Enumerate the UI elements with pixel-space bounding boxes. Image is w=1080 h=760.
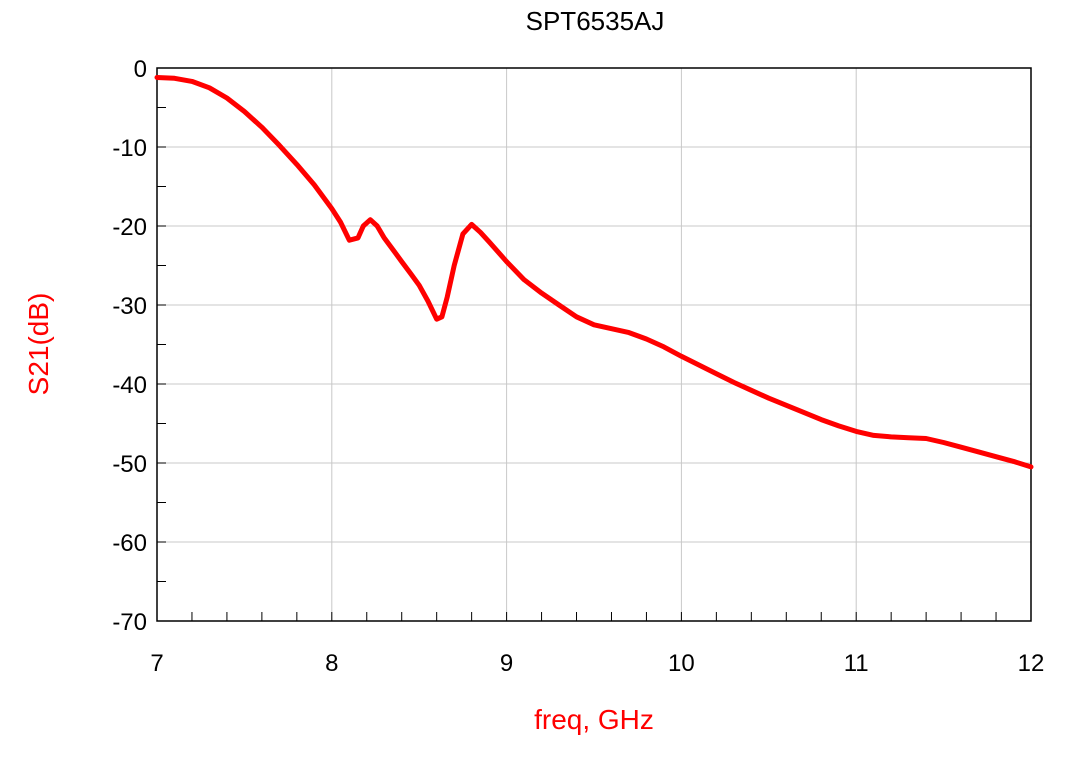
x-tick-label: 8 (325, 650, 338, 677)
x-tick-label: 11 (844, 650, 869, 677)
y-tick-label: -60 (112, 530, 147, 557)
minor-ticks (156, 67, 1032, 622)
x-tick-label: 9 (500, 650, 513, 677)
x-axis-title: freq, GHz (534, 704, 654, 735)
plot-frame (156, 67, 1032, 622)
y-tick-label: 0 (134, 56, 147, 83)
x-tick-label: 7 (150, 650, 163, 677)
y-tick-label: -50 (112, 451, 147, 478)
y-tick-label: -10 (112, 135, 147, 162)
y-axis-title: S21(dB) (23, 293, 54, 396)
y-tick-label: -40 (112, 372, 147, 399)
series-layer (154, 75, 1034, 470)
x-axis-ticks: 7 8 9 10 11 12 (150, 650, 1044, 677)
x-tick-label: 10 (668, 650, 695, 677)
y-tick-label: -30 (112, 293, 147, 320)
y-tick-label: -20 (112, 214, 147, 241)
x-tick-label: 12 (1018, 650, 1045, 677)
series-line (154, 75, 1034, 470)
grid-layer (157, 68, 1031, 621)
y-axis-ticks: 0 -10 -20 -30 -40 -50 -60 -70 (112, 56, 147, 636)
y-tick-label: -70 (112, 609, 147, 636)
chart-title: SPT6535AJ (526, 6, 665, 36)
